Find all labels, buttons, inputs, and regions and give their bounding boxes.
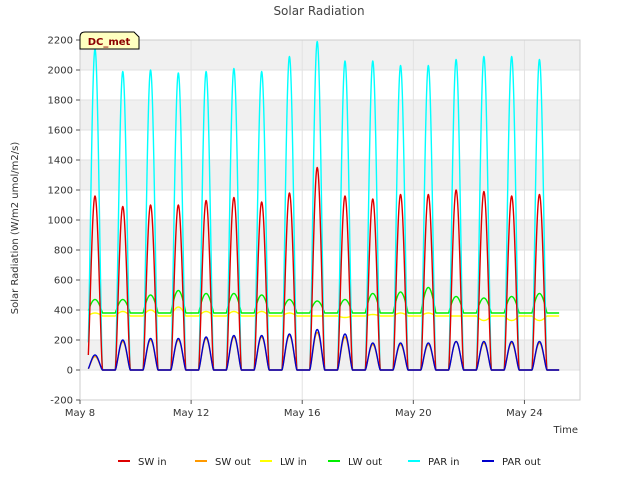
legend: SW in SW out LW in LW out PAR in PAR out (118, 457, 541, 468)
x-axis-title: Time (553, 425, 578, 436)
y-tick-label: 1400 (48, 156, 73, 167)
legend-label: LW out (348, 457, 382, 468)
legend-label: PAR in (428, 457, 459, 468)
y-tick-label: 400 (54, 306, 73, 317)
y-tick-label: 800 (54, 246, 73, 257)
y-tick-label: 1000 (48, 216, 73, 227)
y-tick-label: 600 (54, 276, 73, 287)
grid-bands (80, 40, 580, 370)
y-tick-label: 1200 (48, 186, 73, 197)
legend-item: LW in (260, 457, 307, 468)
y-tick-label: 2000 (48, 66, 73, 77)
x-tick-label: May 8 (65, 408, 95, 419)
series-line-par-out (87, 328, 560, 371)
y-tick-label: 1600 (48, 126, 73, 137)
legend-item: LW out (328, 457, 382, 468)
legend-label: SW in (138, 457, 167, 468)
x-tick-label: May 24 (506, 408, 543, 419)
y-tick-label: 0 (67, 366, 73, 377)
legend-label: PAR out (502, 457, 541, 468)
grid-band (80, 280, 580, 310)
y-axis-title: Solar Radiation (W/m2 umol/m2/s) (10, 142, 21, 315)
series-layer (87, 40, 560, 371)
grid-band (80, 100, 580, 130)
legend-label: LW in (280, 457, 307, 468)
legend-item: PAR in (408, 457, 459, 468)
grid-band (80, 340, 580, 370)
chart-title: Solar Radiation (273, 4, 364, 18)
y-axis: -200 0 200 400 600 800 1000 1200 1400 1600 1800 200… (48, 36, 80, 407)
station-badge: DC_met (79, 31, 140, 50)
y-tick-label: 200 (54, 336, 73, 347)
grid-band (80, 160, 580, 190)
legend-item: SW out (195, 457, 251, 468)
legend-item: PAR out (482, 457, 541, 468)
grid-band (80, 40, 580, 70)
x-axis: May 8 May 12 May 16 May 20 May 24 (65, 400, 543, 419)
x-tick-label: May 12 (173, 408, 210, 419)
y-tick-label: 1800 (48, 96, 73, 107)
grid-band (80, 220, 580, 250)
y-tick-label: -200 (50, 396, 73, 407)
legend-label: SW out (215, 457, 251, 468)
legend-item: SW in (118, 457, 167, 468)
x-tick-label: May 20 (395, 408, 432, 419)
x-tick-label: May 16 (284, 408, 321, 419)
badge-label: DC_met (88, 37, 131, 48)
badge-shape (79, 31, 140, 50)
y-tick-label: 2200 (48, 36, 73, 47)
